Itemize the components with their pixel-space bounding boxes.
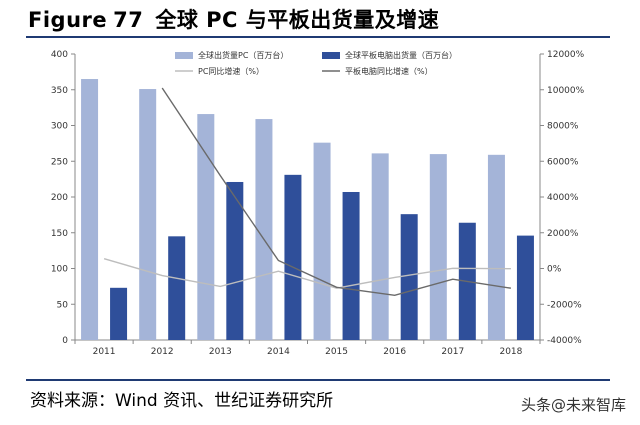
watermark: 头条@未来智库 <box>520 396 626 414</box>
x-tick-label: 2012 <box>151 347 174 357</box>
pc-bar <box>371 153 389 340</box>
x-tick-label: 2016 <box>383 347 406 357</box>
tablet-bar <box>226 181 244 340</box>
tablet-bar <box>516 235 534 340</box>
figure-caption: 全球 PC 与平板出货量及增速 <box>155 8 440 32</box>
tablet-bar <box>110 287 128 340</box>
left-tick-label: 150 <box>51 229 68 239</box>
right-tick-label: 0% <box>547 265 562 275</box>
legend-pc-shipments-label: 全球出货量PC（百万台） <box>198 50 288 60</box>
figure-title: Figure 77 全球 PC 与平板出货量及增速 <box>28 4 439 34</box>
figure-number: 77 <box>113 8 144 32</box>
legend-tablet-shipments-swatch <box>322 52 340 59</box>
tablet-growth-line <box>161 87 512 297</box>
x-tick-label: 2013 <box>209 347 232 357</box>
legend-tablet-growth-label: 平板电脑同比增速（%） <box>345 66 433 76</box>
pc-bar <box>197 114 215 340</box>
pc-bar <box>255 119 273 340</box>
x-tick-label: 2014 <box>267 347 290 357</box>
legend-pc-growth-label: PC同比增速（%） <box>198 66 264 76</box>
x-tick-label: 2011 <box>93 347 116 357</box>
x-tick-label: 2018 <box>499 347 522 357</box>
pc-bar <box>313 142 331 340</box>
right-tick-label: -4000% <box>547 336 582 346</box>
tablet-bar <box>342 191 360 340</box>
left-tick-label: 0 <box>62 336 68 346</box>
legend-pc-shipments-swatch <box>175 52 193 59</box>
left-tick-label: 50 <box>57 300 69 310</box>
tablet-bar <box>168 236 186 340</box>
pc-growth-line <box>103 258 511 289</box>
title-rule <box>26 36 610 38</box>
left-tick-label: 100 <box>51 265 68 275</box>
pc-bar <box>81 79 99 341</box>
left-tick-label: 400 <box>51 50 68 60</box>
right-tick-label: -2000% <box>547 300 582 310</box>
right-tick-label: 12000% <box>547 50 585 60</box>
left-tick-label: 200 <box>51 193 68 203</box>
x-tick-label: 2017 <box>441 347 464 357</box>
right-tick-label: 2000% <box>547 229 579 239</box>
tablet-bar <box>284 174 302 340</box>
source-rule <box>26 379 610 381</box>
right-tick-label: 10000% <box>547 86 585 96</box>
x-tick-label: 2015 <box>325 347 348 357</box>
pc-bar <box>139 89 157 340</box>
figure-label: Figure <box>28 8 108 32</box>
left-tick-label: 350 <box>51 86 68 96</box>
left-tick-label: 300 <box>51 122 68 132</box>
right-tick-label: 8000% <box>547 122 579 132</box>
right-tick-label: 4000% <box>547 193 579 203</box>
right-tick-label: 6000% <box>547 157 579 167</box>
pc-bar <box>487 154 505 340</box>
left-tick-label: 250 <box>51 157 68 167</box>
tablet-bar <box>400 214 418 340</box>
source-note: 资料来源：Wind 资讯、世纪证券研究所 <box>30 391 334 411</box>
pc-bar <box>429 154 447 340</box>
legend-tablet-shipments-label: 全球平板电脑出货量（百万台） <box>345 50 457 60</box>
